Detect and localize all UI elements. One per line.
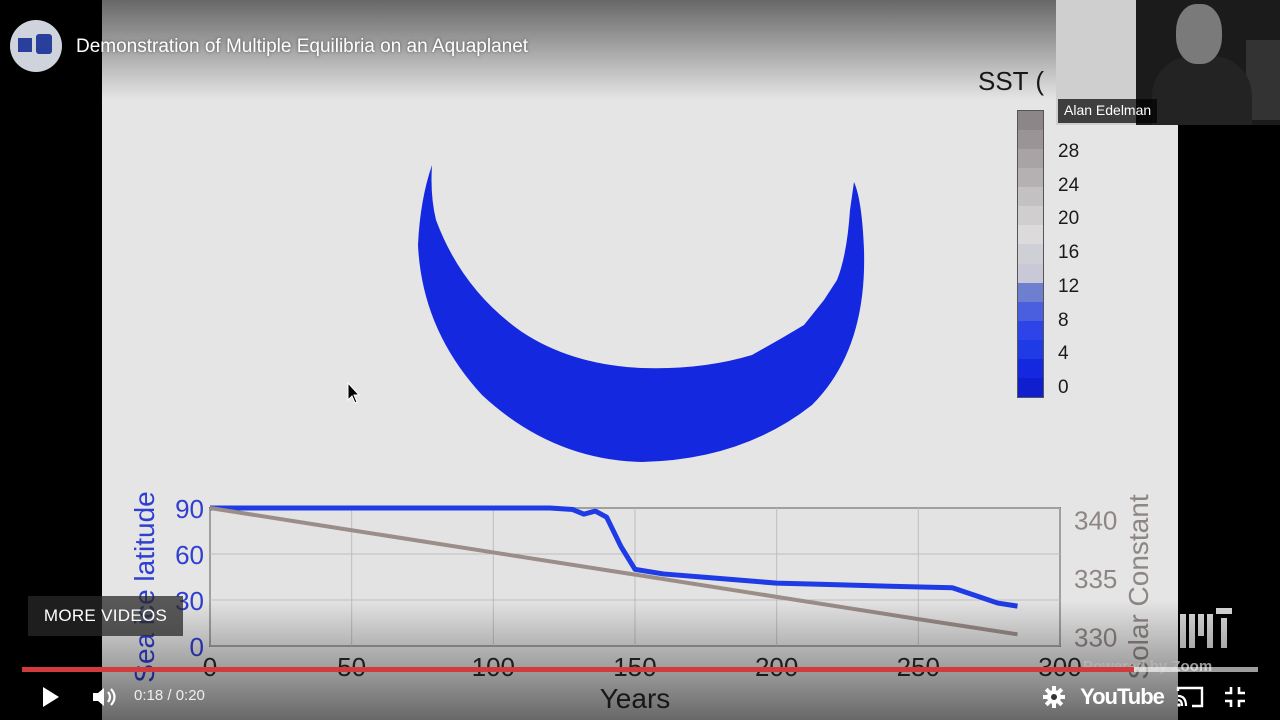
time-display: 0:18 / 0:20 <box>134 687 205 704</box>
exit-fullscreen-button[interactable] <box>1220 682 1250 712</box>
video-title[interactable]: Demonstration of Multiple Equilibria on … <box>76 36 529 57</box>
ice-free-ocean-band <box>418 165 865 462</box>
y-left-tick-label: 60 <box>175 540 204 570</box>
colorbar-band <box>1018 358 1043 378</box>
colorbar-tick-label: 20 <box>1058 208 1080 230</box>
settings-button[interactable] <box>1040 682 1068 712</box>
y-right-tick-label: 335 <box>1074 564 1117 594</box>
colorbar-tick-label: 8 <box>1058 309 1069 331</box>
sea-ice-latitude-line <box>210 505 1018 609</box>
cast-button[interactable] <box>1174 682 1206 712</box>
y-left-tick-label: 0 <box>190 632 204 662</box>
colorbar-tick-label: 16 <box>1058 242 1080 263</box>
colorbar-band <box>1018 282 1043 302</box>
mit-logo <box>1180 608 1232 648</box>
gear-icon <box>1043 686 1065 708</box>
x-axis-label: Years <box>600 683 671 714</box>
participant-name: Alan Edelman <box>1058 99 1158 123</box>
mouse-cursor-icon <box>347 382 361 404</box>
colorbar-band <box>1018 225 1043 245</box>
volume-button[interactable] <box>88 682 122 712</box>
colorbar-band <box>1018 301 1043 321</box>
y-left-axis-label: Sea ice latitude <box>129 491 160 682</box>
aquaplanet-sphere <box>418 165 865 462</box>
colorbar-band <box>1018 187 1043 207</box>
progress-played <box>22 667 1135 672</box>
colorbar-tick-label: 28 <box>1058 140 1080 162</box>
colorbar-band <box>1018 111 1043 131</box>
y-right-axis-label: Solar Constant <box>1123 494 1154 679</box>
colorbar-tick-label: 4 <box>1058 343 1069 365</box>
webcam-thumbnail <box>1056 0 1280 125</box>
colorbar-band <box>1018 263 1043 283</box>
exit-fullscreen-icon <box>1225 687 1245 707</box>
y-right-tick-label: 340 <box>1074 506 1117 536</box>
progress-bar[interactable] <box>22 667 1258 672</box>
colorbar-tick-label: 0 <box>1058 377 1069 398</box>
colorbar-band <box>1018 168 1043 188</box>
cast-icon <box>1176 686 1204 708</box>
more-videos-button[interactable]: MORE VIDEOS <box>28 596 183 636</box>
colorbar-tick-label: 12 <box>1058 275 1080 297</box>
channel-avatar[interactable] <box>10 20 62 72</box>
colorbar-title: SST ( <box>978 66 1044 96</box>
colorbar-band <box>1018 320 1043 340</box>
play-icon <box>43 687 59 707</box>
sea-ice-chart: 0501001502002503009060300340335330YearsS… <box>129 491 1154 714</box>
y-right-tick-label: 330 <box>1074 623 1117 653</box>
colorbar-band <box>1018 377 1043 397</box>
colorbar-band <box>1018 130 1043 150</box>
colorbar-band <box>1018 244 1043 264</box>
colorbar-band <box>1018 206 1043 226</box>
colorbar-band <box>1018 339 1043 359</box>
play-button[interactable] <box>36 682 66 712</box>
sst-colorbar <box>1017 110 1044 398</box>
y-left-tick-label: 90 <box>175 494 204 524</box>
volume-icon <box>93 688 116 706</box>
colorbar-tick-label: 24 <box>1058 174 1080 196</box>
colorbar-band <box>1018 149 1043 169</box>
youtube-button[interactable]: YouTube <box>1080 684 1165 709</box>
